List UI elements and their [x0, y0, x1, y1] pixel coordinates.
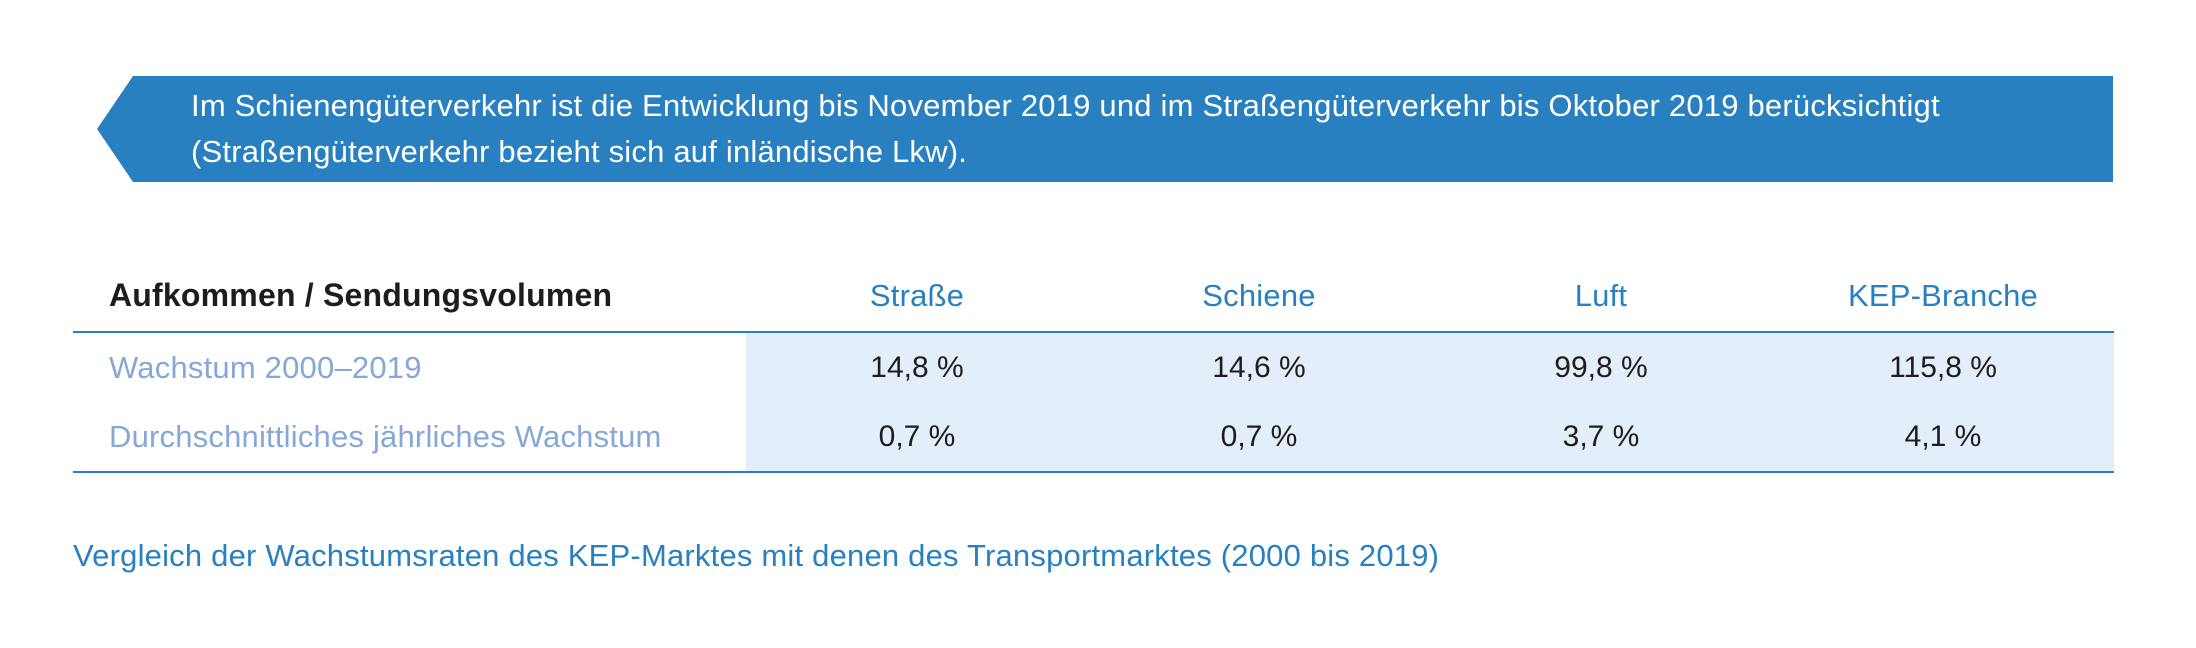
column-header-kep-branche: KEP-Branche	[1847, 277, 2039, 313]
column-header-strasse: Straße	[869, 277, 965, 313]
value-cell: 115,8 %	[1772, 333, 2114, 403]
growth-table: Aufkommen / Sendungsvolumen Straße Schie…	[73, 260, 2114, 473]
table-header-label: Aufkommen / Sendungsvolumen	[109, 277, 613, 313]
column-header-schiene: Schiene	[1202, 277, 1316, 313]
banner-arrow-icon	[97, 76, 133, 182]
value-cell: 3,7 %	[1430, 403, 1772, 471]
figure-caption: Vergleich der Wachstumsraten des KEP-Mar…	[73, 538, 1440, 573]
note-banner: Im Schienengüterverkehr ist die Entwickl…	[97, 76, 2113, 182]
row-label: Wachstum 2000–2019	[109, 350, 422, 385]
value-cell: 14,6 %	[1088, 333, 1430, 403]
note-banner-body: Im Schienengüterverkehr ist die Entwickl…	[133, 76, 2113, 182]
note-text: Im Schienengüterverkehr ist die Entwickl…	[191, 88, 1940, 169]
row-label: Durchschnittliches jährliches Wachstum	[109, 419, 662, 454]
column-header-luft: Luft	[1574, 277, 1628, 313]
value-cell: 0,7 %	[1088, 403, 1430, 471]
table-row-wachstum-2000-2019: Wachstum 2000–2019 14,8 % 14,6 % 99,8 % …	[73, 333, 2114, 403]
table-header-row: Aufkommen / Sendungsvolumen Straße Schie…	[73, 260, 2114, 333]
table-row-durchschnittliches-wachstum: Durchschnittliches jährliches Wachstum 0…	[73, 403, 2114, 473]
value-cell: 14,8 %	[746, 333, 1088, 403]
value-cell: 4,1 %	[1772, 403, 2114, 471]
value-cell: 99,8 %	[1430, 333, 1772, 403]
value-cell: 0,7 %	[746, 403, 1088, 471]
